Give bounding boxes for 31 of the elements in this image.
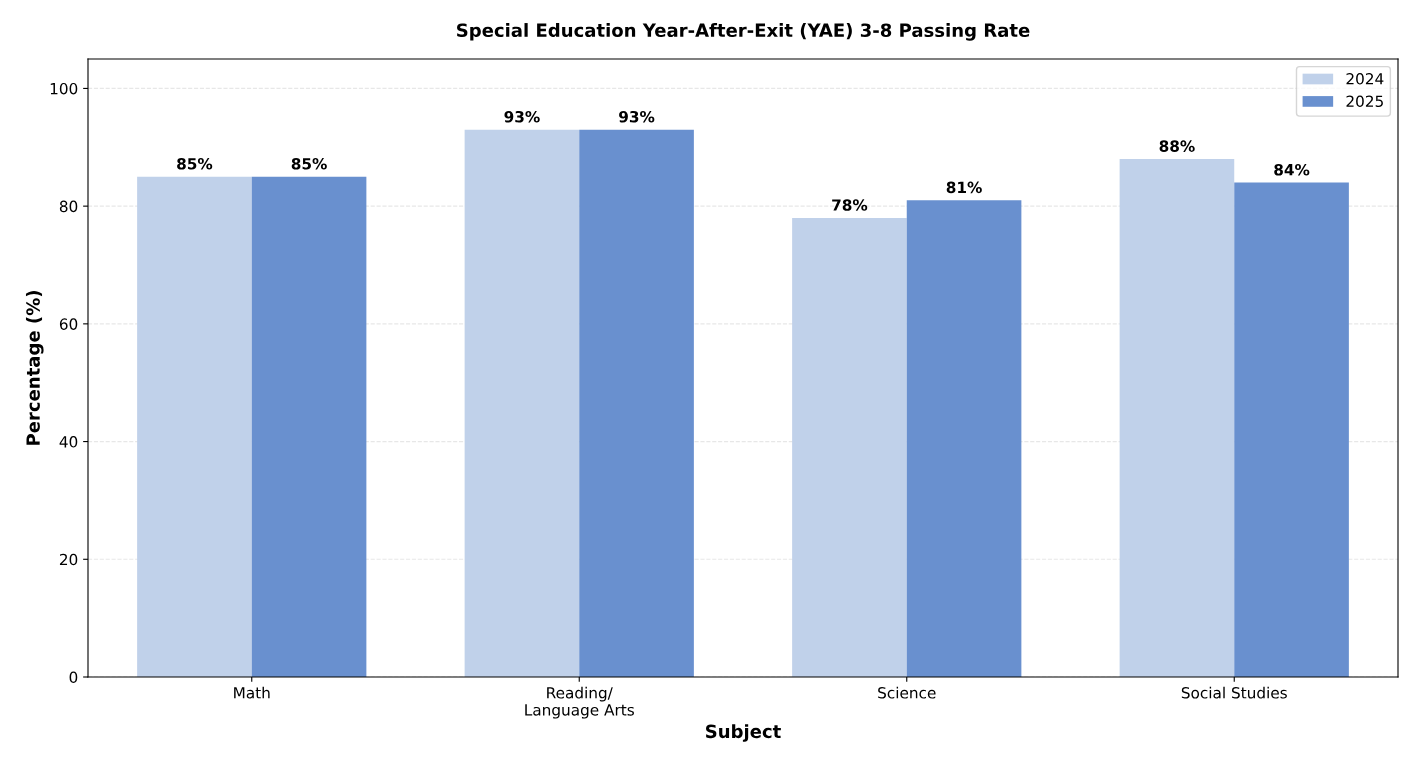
y-tick-label: 80 — [59, 200, 78, 213]
x-tick-label: Science — [878, 686, 936, 699]
bar — [1234, 182, 1349, 677]
bar — [464, 129, 580, 677]
y-tick-label: 60 — [59, 318, 78, 330]
data-label: 84% — [1274, 163, 1310, 176]
chart-title: Special Education Year-After-Exit (YAE) 3-8 Passing Rate — [457, 23, 1030, 41]
data-label: 88% — [1159, 140, 1195, 152]
x-axis-title: Subject — [706, 724, 781, 742]
x-tick-label: Math — [234, 686, 270, 699]
data-label: 93% — [619, 110, 655, 123]
bar — [251, 176, 367, 677]
bar — [579, 129, 694, 677]
bar — [792, 217, 907, 677]
x-tick-label: Social Studies — [1181, 686, 1287, 699]
data-label: 78% — [832, 199, 868, 211]
data-label: 85% — [177, 158, 213, 170]
y-tick-label: 20 — [59, 553, 78, 566]
data-label: 93% — [504, 110, 540, 123]
y-tick-label: 40 — [59, 436, 78, 448]
x-tick-label: Reading/ Language Arts — [525, 686, 634, 719]
legend-label: 2025 — [1346, 95, 1383, 107]
bar — [1119, 159, 1235, 677]
y-tick-label: 100 — [50, 82, 78, 95]
legend-label: 2024 — [1346, 73, 1384, 85]
y-tick-label: 0 — [69, 671, 78, 684]
bar — [906, 200, 1022, 677]
bar — [137, 176, 252, 677]
data-label: 81% — [946, 181, 982, 194]
y-axis-title: Percentage (%) — [25, 291, 44, 445]
data-label: 85% — [291, 158, 327, 170]
